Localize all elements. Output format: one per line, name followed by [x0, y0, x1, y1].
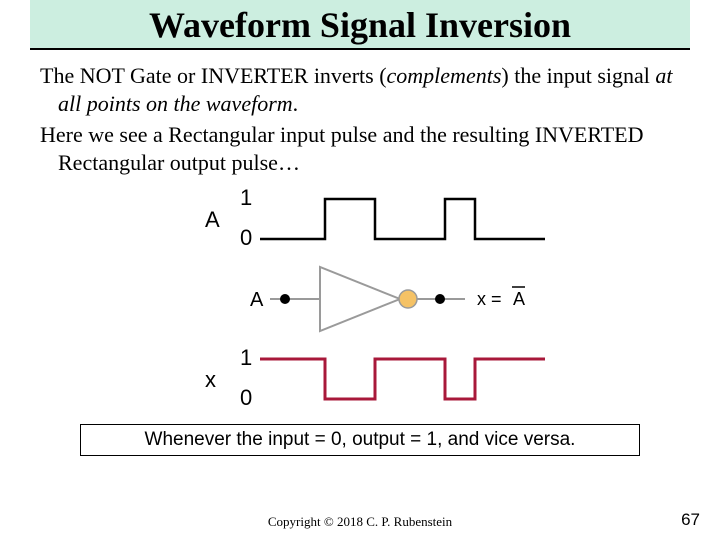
svg-text:0: 0 [240, 385, 252, 410]
p1-part-b: complements [387, 63, 502, 88]
body-text: The NOT Gate or INVERTER inverts (comple… [30, 62, 690, 176]
copyright-text: Copyright © 2018 C. P. Rubenstein [0, 514, 720, 530]
svg-text:1: 1 [240, 185, 252, 210]
svg-text:0: 0 [240, 225, 252, 250]
title-bar: Waveform Signal Inversion [30, 0, 690, 50]
svg-text:x: x [205, 367, 216, 392]
caption-box: Whenever the input = 0, output = 1, and … [80, 424, 640, 456]
svg-text:1: 1 [240, 345, 252, 370]
svg-text:A: A [250, 289, 264, 311]
svg-text:x =: x = [477, 289, 502, 309]
svg-text:A: A [513, 289, 525, 309]
p1-part-e: . [293, 91, 299, 116]
caption-text: Whenever the input = 0, output = 1, and … [145, 429, 576, 450]
page-title: Waveform Signal Inversion [30, 4, 690, 46]
svg-text:A: A [205, 207, 220, 232]
footer: Copyright © 2018 C. P. Rubenstein 67 [0, 514, 720, 530]
page-number: 67 [681, 510, 700, 530]
p1-part-c: ) the input signal [501, 63, 655, 88]
paragraph-1: The NOT Gate or INVERTER inverts (comple… [30, 62, 690, 117]
p1-part-a: The NOT Gate or INVERTER inverts ( [40, 63, 387, 88]
paragraph-2: Here we see a Rectangular input pulse an… [30, 121, 690, 176]
diagram-container: A10Ax = Ax10 [0, 184, 720, 414]
waveform-diagram: A10Ax = Ax10 [165, 184, 555, 414]
